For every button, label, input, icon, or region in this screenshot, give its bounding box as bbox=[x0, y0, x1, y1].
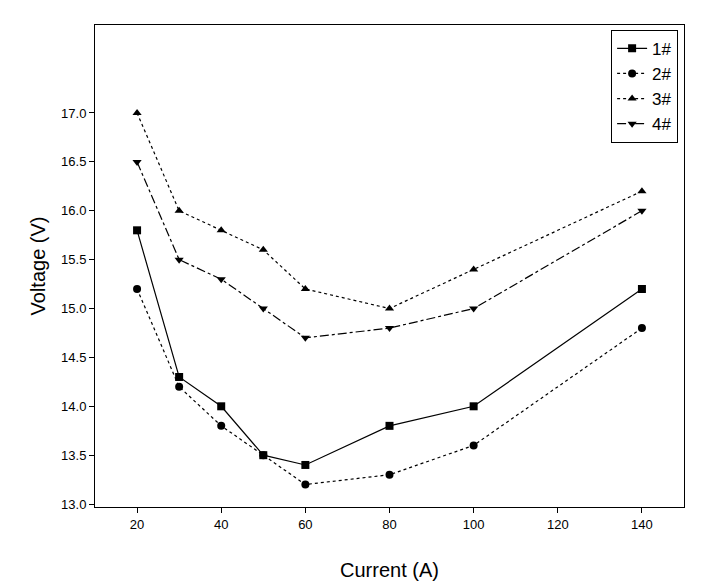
svg-text:13.0: 13.0 bbox=[61, 497, 86, 512]
svg-text:1#: 1# bbox=[652, 40, 671, 59]
svg-text:13.5: 13.5 bbox=[61, 448, 86, 463]
svg-text:3#: 3# bbox=[652, 90, 671, 109]
svg-text:140: 140 bbox=[631, 517, 653, 532]
svg-text:Current (A): Current (A) bbox=[340, 559, 439, 581]
svg-text:80: 80 bbox=[382, 517, 396, 532]
svg-text:14.0: 14.0 bbox=[61, 399, 86, 414]
svg-text:15.0: 15.0 bbox=[61, 301, 86, 316]
svg-text:15.5: 15.5 bbox=[61, 252, 86, 267]
svg-text:60: 60 bbox=[298, 517, 312, 532]
svg-text:40: 40 bbox=[214, 517, 228, 532]
svg-text:17.0: 17.0 bbox=[61, 106, 86, 121]
svg-text:16.5: 16.5 bbox=[61, 154, 86, 169]
svg-text:4#: 4# bbox=[652, 115, 671, 134]
svg-text:2#: 2# bbox=[652, 65, 671, 84]
svg-text:14.5: 14.5 bbox=[61, 350, 86, 365]
svg-text:100: 100 bbox=[463, 517, 485, 532]
svg-text:120: 120 bbox=[547, 517, 569, 532]
svg-text:20: 20 bbox=[130, 517, 144, 532]
svg-text:Voltage (V): Voltage (V) bbox=[27, 217, 49, 316]
svg-text:16.0: 16.0 bbox=[61, 203, 86, 218]
